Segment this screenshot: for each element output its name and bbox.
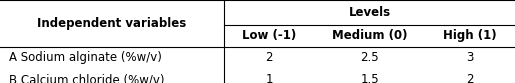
- Text: 3: 3: [466, 51, 474, 64]
- Text: Independent variables: Independent variables: [38, 17, 186, 30]
- Text: B Calcium chloride (%w/v): B Calcium chloride (%w/v): [9, 73, 165, 83]
- Text: 2: 2: [265, 51, 273, 64]
- Text: 1.5: 1.5: [360, 73, 379, 83]
- Text: 2.5: 2.5: [360, 51, 379, 64]
- Text: 2: 2: [466, 73, 474, 83]
- Text: Medium (0): Medium (0): [332, 29, 407, 42]
- Text: Levels: Levels: [349, 6, 390, 19]
- Text: Low (-1): Low (-1): [242, 29, 296, 42]
- Text: 1: 1: [265, 73, 273, 83]
- Text: A Sodium alginate (%w/v): A Sodium alginate (%w/v): [9, 51, 162, 64]
- Text: High (1): High (1): [443, 29, 497, 42]
